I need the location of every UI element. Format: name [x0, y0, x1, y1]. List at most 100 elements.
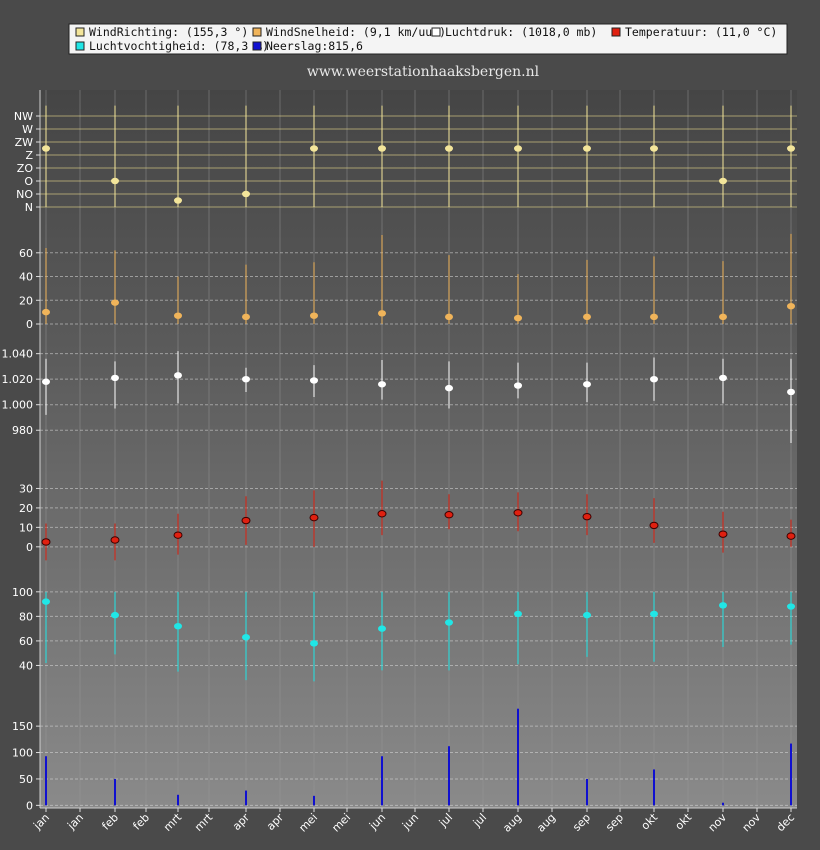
legend-swatch — [431, 27, 441, 37]
data-point — [719, 313, 727, 321]
data-point — [514, 382, 522, 389]
y-tick-label: 30 — [19, 482, 33, 495]
data-point — [111, 374, 119, 382]
legend-label: Neerslag:815,6 — [266, 39, 363, 53]
data-point — [514, 610, 522, 618]
data-point — [650, 375, 658, 383]
data-point — [42, 378, 50, 385]
legend: WindRichting: (155,3 °) WindSnelheid: (9,… — [68, 23, 788, 55]
data-point — [173, 531, 183, 539]
data-point — [787, 603, 795, 610]
y-tick-label: 80 — [19, 610, 33, 623]
grid-lines — [40, 90, 797, 808]
data-point — [377, 510, 387, 518]
precipitation-bar — [313, 795, 315, 806]
data-point — [309, 513, 319, 522]
data-point — [445, 384, 453, 392]
data-point — [445, 619, 453, 626]
data-point — [583, 313, 591, 321]
precipitation-bar — [586, 778, 588, 806]
data-point — [719, 374, 727, 382]
precipitation-bar — [448, 746, 450, 806]
y-tick-label: 60 — [19, 247, 33, 260]
y-tick-label: 50 — [19, 773, 33, 786]
y-tick-label: 150 — [12, 720, 33, 733]
plot-area — [40, 90, 797, 808]
legend-label: Luchtdruk: (1018,0 mb) — [445, 25, 597, 39]
data-point — [718, 530, 728, 538]
y-tick-label: 1.000 — [2, 399, 34, 412]
legend-swatch — [252, 41, 262, 51]
legend-swatch — [252, 27, 262, 37]
data-point — [242, 634, 250, 641]
data-point — [650, 313, 658, 321]
y-tick-label: 1.040 — [2, 348, 34, 361]
y-tick-label: 0 — [26, 318, 33, 331]
data-point — [378, 381, 386, 388]
y-tick-label: W — [22, 123, 33, 136]
data-point — [174, 197, 182, 204]
data-point — [719, 602, 727, 609]
y-tick-label: 0 — [26, 541, 33, 554]
y-tick-label: 40 — [19, 271, 33, 284]
y-tick-label: N — [25, 201, 33, 214]
precipitation-bar — [45, 756, 47, 806]
data-point — [583, 611, 591, 619]
y-tick-label: 1.020 — [2, 373, 34, 386]
data-point — [378, 145, 386, 152]
data-point — [583, 381, 591, 388]
precipitation-bar — [177, 794, 179, 806]
data-point — [445, 313, 453, 321]
data-point — [174, 372, 182, 379]
precipitation-bar — [722, 802, 724, 806]
data-point — [719, 177, 727, 185]
legend-box — [68, 23, 788, 55]
y-tick-label: 980 — [12, 424, 33, 437]
legend-label: WindRichting: (155,3 °) — [89, 25, 248, 39]
data-point — [42, 145, 50, 152]
site-title: www.weerstationhaaksbergen.nl — [307, 64, 540, 80]
y-tick-label: 0 — [26, 799, 33, 812]
legend-label: Luchtvochtigheid: (78,3 %) — [89, 39, 269, 53]
y-tick-label: 100 — [12, 747, 33, 760]
data-point — [650, 610, 658, 618]
y-tick-label: 20 — [19, 502, 33, 515]
legend-swatch — [75, 27, 85, 37]
legend-swatch — [75, 41, 85, 51]
precipitation-bar — [790, 743, 792, 806]
legend-label: WindSnelheid: (9,1 km/uur) — [266, 25, 446, 39]
data-point — [514, 145, 522, 152]
data-point — [174, 312, 182, 319]
y-tick-label: Z — [25, 149, 33, 162]
data-point — [650, 145, 658, 152]
y-tick-label: 100 — [12, 586, 33, 599]
y-tick-label: 20 — [19, 294, 33, 307]
data-point — [111, 611, 119, 619]
precipitation-bar — [653, 769, 655, 806]
data-point — [242, 313, 250, 321]
data-marks — [41, 105, 796, 806]
precipitation-bar — [245, 790, 247, 806]
data-point — [310, 377, 318, 384]
data-point — [242, 375, 250, 383]
y-tick-label: 40 — [19, 659, 33, 672]
data-point — [310, 145, 318, 152]
data-point — [582, 512, 592, 521]
data-point — [786, 532, 796, 540]
y-tick-label: NW — [14, 110, 33, 123]
data-point — [787, 303, 795, 310]
data-point — [110, 536, 120, 544]
precipitation-bar — [381, 756, 383, 806]
precipitation-bar — [114, 778, 116, 806]
precipitation-bar — [517, 708, 519, 806]
data-point — [787, 145, 795, 152]
data-point — [787, 388, 795, 396]
data-point — [444, 511, 454, 519]
data-point — [514, 314, 522, 322]
legend-label: Temperatuur: (11,0 °C) — [625, 25, 777, 39]
data-point — [242, 190, 250, 198]
y-tick-label: ZW — [15, 136, 34, 149]
data-point — [174, 622, 182, 630]
